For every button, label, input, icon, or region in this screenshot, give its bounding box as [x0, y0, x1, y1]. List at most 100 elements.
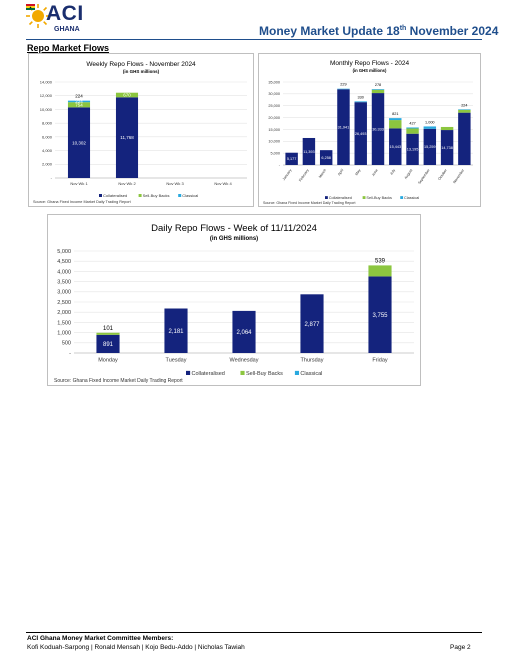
bar-classical — [423, 126, 437, 129]
bar-sell-buy-backs — [96, 332, 120, 335]
bar-collateralised — [354, 102, 367, 165]
total-label: 229 — [340, 83, 346, 87]
bar-collateralised — [96, 334, 120, 353]
y-tick-label: 2,500 — [57, 300, 71, 306]
bar-classical — [458, 109, 471, 110]
bar-collateralised — [368, 276, 392, 353]
x-category-label: Nov Wk 1 — [70, 181, 88, 186]
bar-collateralised — [232, 310, 256, 353]
bar-sell-buy-backs — [371, 89, 385, 94]
footer-members: Kofi Koduah-Sarpong | Ronald Mensah | Ko… — [27, 644, 245, 651]
x-category-label: January — [282, 168, 293, 181]
total-label: 224 — [461, 103, 467, 107]
data-label: 2,877 — [304, 322, 320, 328]
legend-swatch — [178, 194, 182, 197]
bar-collateralised — [440, 130, 454, 165]
x-category-label: May — [354, 168, 361, 176]
legend-swatch — [99, 194, 102, 197]
y-tick-label: 5,000 — [57, 249, 71, 255]
logo-text: ACI — [46, 2, 84, 25]
legend-label: Classical — [404, 196, 419, 200]
y-tick-label: 1,000 — [57, 331, 71, 337]
data-label: 14,738 — [441, 146, 453, 150]
y-tick-label: 6,000 — [42, 134, 53, 139]
bar-collateralised — [371, 93, 385, 165]
legend-label: Classical — [300, 371, 322, 377]
weekly-repo-chart: Weekly Repo Flows - November 2024(in GHS… — [33, 61, 247, 204]
monthly-repo-chart-panel: Monthly Repo Flows - 2024 (in GHS million… — [258, 53, 481, 207]
legend-label: Sell-Buy Backs — [246, 371, 283, 377]
chart-subtitle: (in GHS millions) — [210, 236, 258, 242]
y-tick-label: 1,500 — [57, 320, 71, 326]
bar-sell-buy-backs — [115, 92, 139, 98]
y-tick-label: 25,000 — [268, 104, 280, 108]
y-tick-label: 12,000 — [40, 93, 53, 98]
bar-sell-buy-backs — [458, 109, 471, 113]
x-category-label: Wednesday — [230, 358, 259, 364]
data-label: 2,181 — [168, 329, 184, 335]
document-title: Money Market Update 18th November 2024 — [259, 24, 499, 38]
monthly-repo-chart: Monthly Repo Flows - 2024(in GHS million… — [263, 60, 473, 205]
x-category-label: September — [417, 168, 431, 185]
y-tick-label: - — [69, 351, 71, 357]
bar-collateralised — [115, 97, 139, 178]
x-category-label: Friday — [372, 358, 388, 364]
bar-collateralised — [458, 112, 471, 165]
bar-collateralised — [67, 107, 91, 178]
legend-swatch — [240, 370, 245, 375]
y-tick-label: 500 — [62, 341, 71, 347]
total-label: 1,000 — [425, 120, 435, 124]
data-label: 670 — [123, 93, 131, 98]
total-label: 427 — [409, 121, 415, 125]
bar-collateralised — [285, 152, 298, 165]
data-label: 15,259 — [424, 145, 436, 149]
legend-swatch — [362, 196, 366, 199]
chart-source: Source: Ghana Fixed Income Market Daily … — [54, 378, 183, 384]
data-label: 31,941 — [338, 125, 350, 129]
data-label: 101 — [103, 326, 114, 332]
daily-repo-chart: Daily Repo Flows - Week of 11/11/2024 (in… — [54, 223, 414, 384]
legend-swatch — [325, 196, 328, 199]
y-tick-label: 2,000 — [57, 310, 71, 316]
bar-classical — [389, 118, 402, 121]
bar-classical — [337, 88, 350, 90]
footer-heading: ACI Ghana Money Market Committee Members… — [27, 635, 174, 642]
legend-swatch — [186, 370, 191, 375]
x-category-label: November — [452, 168, 465, 185]
y-tick-label: - — [51, 175, 53, 180]
x-category-label: July — [389, 168, 396, 176]
x-category-label: Tuesday — [166, 358, 187, 364]
bar-classical — [354, 101, 367, 103]
aci-sun-icon — [26, 4, 50, 28]
aci-ghana-logo: ACI GHANA — [26, 2, 106, 38]
y-tick-label: 14,000 — [40, 79, 53, 84]
y-tick-label: 10,000 — [40, 107, 53, 112]
total-label: 278 — [375, 83, 381, 87]
bar-collateralised — [319, 150, 333, 165]
chart-title: Weekly Repo Flows - November 2024 — [86, 61, 196, 68]
total-label: 224 — [75, 94, 83, 99]
y-tick-label: 10,000 — [268, 140, 280, 144]
data-label: 539 — [375, 258, 386, 264]
x-category-label: April — [337, 168, 345, 176]
section-title: Repo Market Flows — [27, 43, 110, 53]
x-category-label: June — [371, 168, 379, 177]
legend-label: Collateralised — [329, 196, 352, 200]
legend-label: Classical — [182, 193, 198, 198]
y-tick-label: 35,000 — [268, 80, 280, 84]
x-category-label: Nov Wk 3 — [166, 181, 184, 186]
x-category-label: October — [437, 168, 448, 181]
y-tick-label: 4,000 — [57, 269, 71, 275]
y-tick-label: 3,000 — [57, 290, 71, 296]
bar-classical — [67, 100, 91, 103]
legend-label: Sell-Buy Backs — [143, 193, 170, 198]
x-category-label: Nov Wk 4 — [214, 181, 232, 186]
y-tick-label: - — [279, 163, 281, 167]
bar-sell-buy-backs — [67, 102, 91, 108]
bar-sell-buy-backs — [368, 265, 392, 277]
y-tick-label: 4,000 — [42, 148, 53, 153]
data-label: 6,258 — [321, 156, 331, 160]
x-category-label: Monday — [98, 358, 118, 364]
daily-repo-chart-panel: Daily Repo Flows - Week of 11/11/2024 (in… — [47, 214, 421, 386]
data-label: 11,768 — [120, 135, 134, 140]
